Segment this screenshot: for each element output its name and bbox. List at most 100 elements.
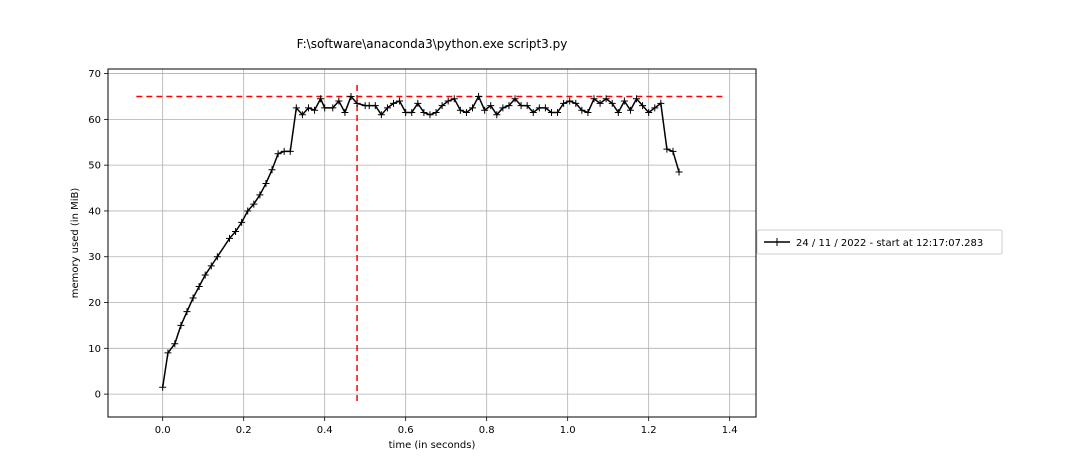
data-point <box>396 97 404 105</box>
data-point <box>189 294 197 302</box>
data-point <box>213 253 221 261</box>
y-tick-label: 30 <box>88 252 101 263</box>
data-point <box>195 283 203 290</box>
data-point <box>426 111 434 119</box>
data-point <box>487 102 495 110</box>
data-point <box>554 109 562 116</box>
series-layer <box>159 92 683 391</box>
data-point <box>541 104 549 112</box>
data-point <box>408 109 416 116</box>
data-point <box>402 109 410 116</box>
data-point <box>377 111 385 119</box>
y-tick-label: 20 <box>88 298 101 309</box>
y-tick-label: 60 <box>88 115 101 126</box>
data-point <box>390 99 398 107</box>
data-point <box>256 191 264 199</box>
data-point <box>201 271 209 279</box>
data-point <box>329 104 337 112</box>
data-point <box>232 228 240 236</box>
data-point <box>286 147 294 155</box>
data-point <box>335 97 343 105</box>
data-point <box>566 97 574 105</box>
data-point <box>438 102 446 110</box>
data-point <box>602 95 610 103</box>
data-point <box>311 106 319 114</box>
data-point <box>608 99 616 107</box>
data-point <box>450 95 458 103</box>
data-point <box>353 99 361 107</box>
legend-box <box>756 229 1003 255</box>
x-tick-label: 0.8 <box>479 425 495 436</box>
data-point <box>292 104 300 112</box>
data-point <box>177 321 185 329</box>
data-point <box>493 111 501 119</box>
data-point <box>499 104 507 112</box>
x-axis-title: time (in seconds) <box>389 440 476 451</box>
x-tick-label: 1.2 <box>641 425 657 436</box>
data-point <box>321 104 329 112</box>
data-point <box>244 207 252 215</box>
data-point <box>274 150 282 158</box>
data-point <box>511 95 519 103</box>
data-point <box>371 102 379 110</box>
data-point <box>633 95 641 103</box>
data-point <box>171 340 179 348</box>
data-point <box>596 99 604 107</box>
y-tick-label: 50 <box>88 161 101 172</box>
data-point <box>268 166 276 174</box>
data-point <box>626 106 634 114</box>
y-axis-ticks: 0 10 20 30 40 50 60 70 <box>88 69 108 401</box>
y-tick-label: 40 <box>88 206 101 217</box>
data-point <box>620 97 628 105</box>
data-point <box>462 109 470 116</box>
data-point <box>456 106 464 114</box>
data-point <box>365 102 373 110</box>
data-point <box>578 106 586 114</box>
reference-lines <box>136 82 726 401</box>
data-point <box>250 200 258 208</box>
data-point <box>572 99 580 107</box>
data-point <box>663 145 671 153</box>
data-point <box>547 109 555 116</box>
x-tick-label: 1.4 <box>722 425 738 436</box>
y-axis-title: memory used (in MiB) <box>70 188 81 299</box>
data-point <box>164 349 172 357</box>
legend-marker <box>773 238 781 246</box>
x-tick-label: 0.6 <box>398 425 414 436</box>
data-point <box>444 97 452 105</box>
data-point <box>469 104 476 112</box>
data-point <box>383 104 391 112</box>
data-point <box>657 99 665 107</box>
y-tick-label: 0 <box>95 390 101 401</box>
data-point <box>651 104 659 112</box>
data-point <box>614 109 622 116</box>
x-axis-ticks: 0.0 0.2 0.4 0.6 0.8 1.0 1.2 1.4 <box>155 417 738 436</box>
data-point <box>481 106 489 114</box>
chart-title: F:\software\anaconda3\python.exe script3… <box>297 37 568 51</box>
data-point <box>238 218 246 226</box>
data-point <box>675 168 683 176</box>
data-point <box>317 95 325 103</box>
data-point <box>590 95 598 103</box>
plot-frame <box>107 68 757 418</box>
legend-label: 24 / 11 / 2022 - start at 12:17:07.283 <box>796 238 983 249</box>
x-tick-label: 0.4 <box>317 425 333 436</box>
grid-lines <box>108 69 756 417</box>
data-point <box>298 111 306 119</box>
legend: 24 / 11 / 2022 - start at 12:17:07.283 <box>756 229 1003 255</box>
data-point <box>414 99 422 107</box>
data-point <box>226 234 233 242</box>
data-point <box>560 99 568 107</box>
data-point <box>505 102 513 110</box>
x-tick-label: 0.2 <box>236 425 252 436</box>
x-tick-label: 1.0 <box>560 425 576 436</box>
data-point <box>432 109 440 116</box>
data-point <box>669 147 677 155</box>
y-tick-label: 10 <box>88 344 101 355</box>
data-point <box>639 102 647 110</box>
x-tick-label: 0.0 <box>155 425 171 436</box>
data-point <box>475 92 483 100</box>
data-point <box>645 109 653 116</box>
data-point <box>262 179 270 187</box>
